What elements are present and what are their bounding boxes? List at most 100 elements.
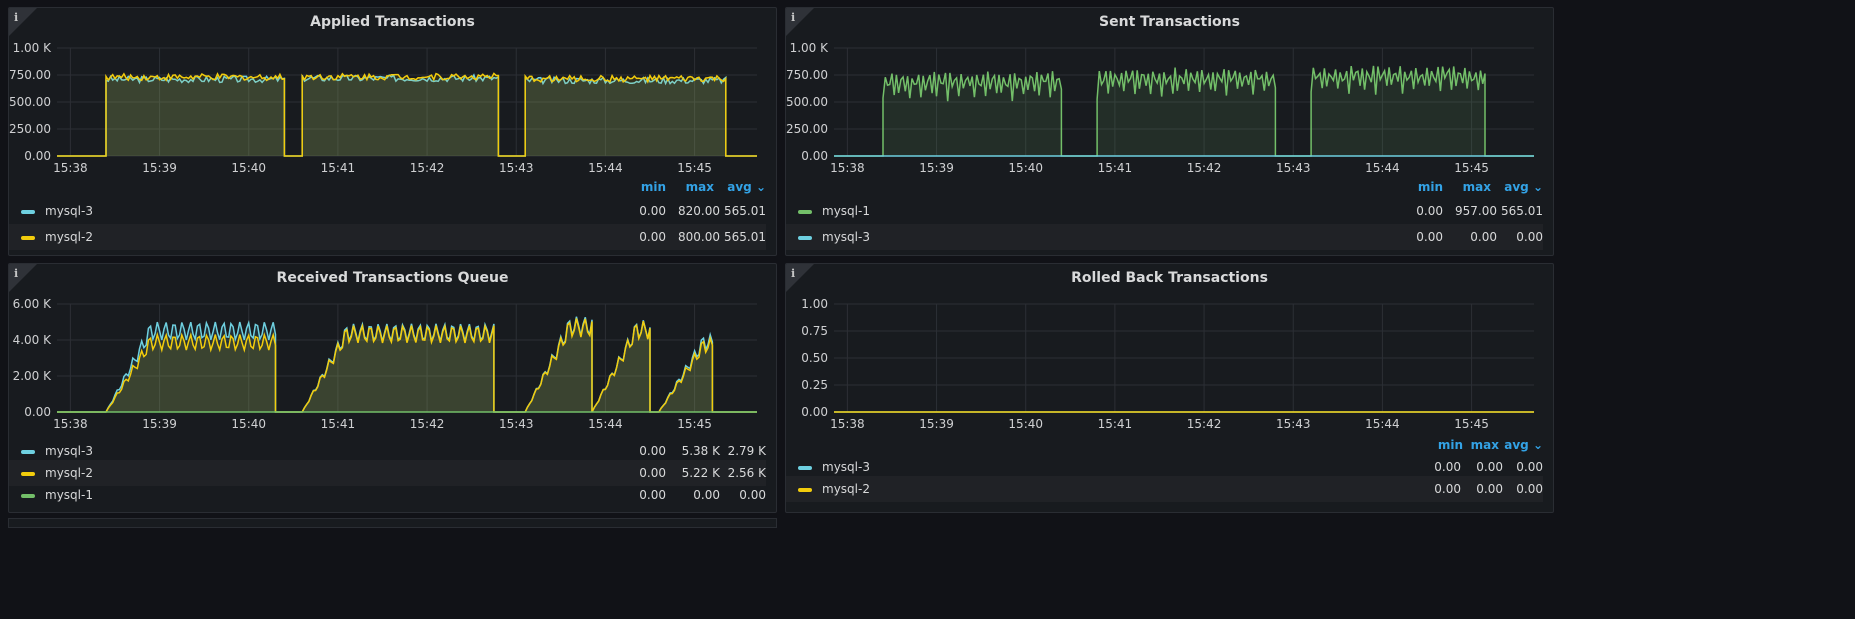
legend-series-name[interactable]: mysql-3 xyxy=(822,230,870,244)
panel-corner xyxy=(786,8,814,36)
legend-min-value: 0.00 xyxy=(1416,204,1443,218)
x-tick-label: 15:40 xyxy=(1008,417,1043,431)
legend-swatch xyxy=(798,236,812,240)
x-tick-label: 15:39 xyxy=(142,417,177,431)
y-tick-label: 6.00 K xyxy=(13,297,53,311)
x-tick-label: 15:43 xyxy=(1276,161,1311,175)
legend-min-value: 0.00 xyxy=(639,444,666,458)
legend-series-name[interactable]: mysql-3 xyxy=(45,444,93,458)
y-tick-label: 2.00 K xyxy=(13,369,53,383)
legend-avg-value: 0.00 xyxy=(1516,460,1543,474)
legend-series-name[interactable]: mysql-3 xyxy=(45,204,93,218)
legend-series-name[interactable]: mysql-3 xyxy=(822,460,870,474)
legend-swatch xyxy=(21,236,35,240)
legend-header-avg[interactable]: avg ⌄ xyxy=(1504,438,1543,452)
panel-sent-transactions: i Sent Transactions 0.00 250.00 500.00 750.… xyxy=(785,7,1554,256)
info-icon[interactable]: i xyxy=(791,267,796,280)
x-tick-label: 15:44 xyxy=(1365,417,1400,431)
panel-title[interactable]: Sent Transactions xyxy=(1099,14,1240,30)
legend-swatch xyxy=(21,494,35,498)
legend-min-value: 0.00 xyxy=(639,204,666,218)
x-tick-label: 15:45 xyxy=(677,161,712,175)
x-tick-label: 15:42 xyxy=(410,161,445,175)
panel-title[interactable]: Applied Transactions xyxy=(310,14,475,30)
series-line-mysql-1 xyxy=(834,65,1534,157)
y-tick-label: 0.00 xyxy=(24,149,51,163)
legend-header: min max avg ⌄ xyxy=(21,180,766,198)
legend-row-mysql-2[interactable]: mysql-2 0.00 800.00 565.01 xyxy=(9,224,766,250)
legend-max-value: 5.38 K xyxy=(681,444,720,458)
legend-series-name[interactable]: mysql-1 xyxy=(45,488,93,502)
legend-avg-value: 565.01 xyxy=(1501,204,1543,218)
info-icon[interactable]: i xyxy=(14,11,19,24)
legend-row-mysql-1[interactable]: mysql-1 0.00 0.00 0.00 xyxy=(9,482,766,508)
x-tick-label: 15:41 xyxy=(321,417,356,431)
chart-rolled-back-transactions[interactable]: 0.00 0.25 0.50 0.75 1.00 15:38 15:39 15:40 15:41… xyxy=(786,264,1554,434)
series-area-mysql-1 xyxy=(834,65,1534,156)
legend-avg-value: 0.00 xyxy=(1516,230,1543,244)
legend-row-mysql-3[interactable]: mysql-3 0.00 0.00 0.00 xyxy=(786,224,1543,250)
legend-series-name[interactable]: mysql-2 xyxy=(45,230,93,244)
legend-swatch xyxy=(798,488,812,492)
legend-header-max[interactable]: max xyxy=(685,180,714,194)
y-tick-label: 750.00 xyxy=(786,68,828,82)
legend-header-min[interactable]: min xyxy=(1437,438,1463,452)
legend-max-value: 5.22 K xyxy=(681,466,720,480)
legend-series-name[interactable]: mysql-2 xyxy=(45,466,93,480)
legend-max-value: 0.00 xyxy=(1470,230,1497,244)
legend-header: min max avg ⌄ xyxy=(798,180,1543,198)
panel-title[interactable]: Received Transactions Queue xyxy=(276,270,509,286)
legend-swatch xyxy=(798,210,812,214)
panel-applied-transactions: i Applied Transactions 0.00 250.00 500.00 7… xyxy=(8,7,777,256)
x-tick-label: 15:44 xyxy=(588,417,623,431)
info-icon[interactable]: i xyxy=(791,11,796,24)
legend-avg-value: 0.00 xyxy=(1516,482,1543,496)
legend-header-max[interactable]: max xyxy=(1470,438,1499,452)
legend-row-mysql-3[interactable]: mysql-3 0.00 0.00 0.00 xyxy=(786,454,1543,480)
chart-sent-transactions[interactable]: 0.00 250.00 500.00 750.00 1.00 K 15:38 15:39 15… xyxy=(786,8,1554,178)
x-tick-label: 15:42 xyxy=(410,417,445,431)
panel-corner xyxy=(9,8,37,36)
legend-row-mysql-3[interactable]: mysql-3 0.00 5.38 K 2.79 K xyxy=(9,438,766,464)
info-icon[interactable]: i xyxy=(14,267,19,280)
y-tick-label: 0.00 xyxy=(801,149,828,163)
legend-row-mysql-2[interactable]: mysql-2 0.00 0.00 0.00 xyxy=(786,476,1543,502)
x-tick-label: 15:43 xyxy=(1276,417,1311,431)
x-tick-label: 15:38 xyxy=(830,161,865,175)
y-tick-label: 500.00 xyxy=(786,95,828,109)
y-tick-label: 0.50 xyxy=(801,351,828,365)
y-tick-label: 1.00 K xyxy=(13,41,53,55)
legend-min-value: 0.00 xyxy=(639,466,666,480)
panel-title[interactable]: Rolled Back Transactions xyxy=(1071,270,1268,286)
x-tick-label: 15:44 xyxy=(588,161,623,175)
chart-applied-transactions[interactable]: 0.00 250.00 500.00 750.00 1.00 K 15:38 15:39 15… xyxy=(9,8,777,178)
x-tick-label: 15:38 xyxy=(53,161,88,175)
x-tick-label: 15:42 xyxy=(1187,417,1222,431)
series-area-mysql-2 xyxy=(57,73,757,156)
legend-header-avg[interactable]: avg ⌄ xyxy=(727,180,766,194)
y-tick-label: 4.00 K xyxy=(13,333,53,347)
legend-header-max[interactable]: max xyxy=(1462,180,1491,194)
x-tick-label: 15:42 xyxy=(1187,161,1222,175)
legend-row-mysql-3[interactable]: mysql-3 0.00 820.00 565.01 xyxy=(9,198,766,224)
series-area-mysql-2 xyxy=(57,318,757,412)
chart-received-transactions-queue[interactable]: 0.00 2.00 K 4.00 K 6.00 K 15:38 15:39 15:40 15:… xyxy=(9,264,777,434)
legend-header-min[interactable]: min xyxy=(640,180,666,194)
legend-series-name[interactable]: mysql-2 xyxy=(822,482,870,496)
legend-avg-value: 0.00 xyxy=(739,488,766,502)
legend-swatch xyxy=(798,466,812,470)
next-panel-edge xyxy=(8,518,777,528)
legend-series-name[interactable]: mysql-1 xyxy=(822,204,870,218)
y-tick-label: 0.00 xyxy=(24,405,51,419)
x-tick-label: 15:40 xyxy=(231,161,266,175)
y-tick-label: 750.00 xyxy=(9,68,51,82)
legend-header-avg[interactable]: avg ⌄ xyxy=(1504,180,1543,194)
legend-max-value: 820.00 xyxy=(678,204,720,218)
legend-row-mysql-1[interactable]: mysql-1 0.00 957.00 565.01 xyxy=(786,198,1543,224)
y-tick-label: 500.00 xyxy=(9,95,51,109)
legend-header-min[interactable]: min xyxy=(1417,180,1443,194)
legend-min-value: 0.00 xyxy=(1434,482,1461,496)
x-tick-label: 15:39 xyxy=(142,161,177,175)
panel-corner xyxy=(9,264,37,292)
legend-row-mysql-2[interactable]: mysql-2 0.00 5.22 K 2.56 K xyxy=(9,460,766,486)
